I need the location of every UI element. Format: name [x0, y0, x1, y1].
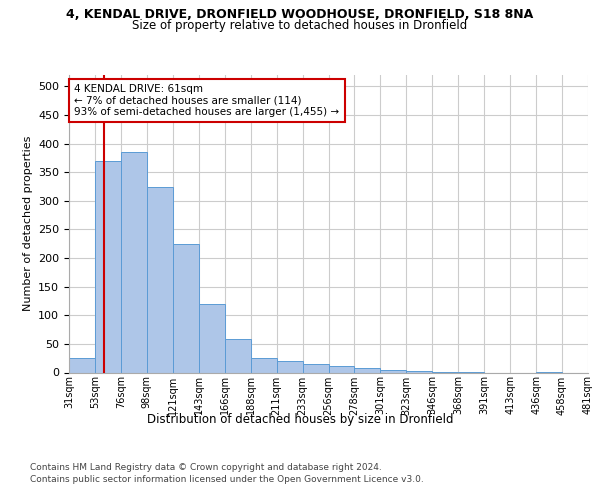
Text: 4, KENDAL DRIVE, DRONFIELD WOODHOUSE, DRONFIELD, S18 8NA: 4, KENDAL DRIVE, DRONFIELD WOODHOUSE, DR… [67, 8, 533, 20]
Bar [380, 370, 406, 372]
Bar [121, 152, 147, 372]
Bar [69, 358, 95, 372]
Bar [225, 340, 251, 372]
Text: Distribution of detached houses by size in Dronfield: Distribution of detached houses by size … [147, 412, 453, 426]
Bar [95, 161, 121, 372]
Bar [329, 366, 355, 372]
Bar [302, 364, 329, 372]
Text: Contains public sector information licensed under the Open Government Licence v3: Contains public sector information licen… [30, 475, 424, 484]
Text: Size of property relative to detached houses in Dronfield: Size of property relative to detached ho… [133, 18, 467, 32]
Bar [277, 361, 302, 372]
Bar [173, 244, 199, 372]
Bar [199, 304, 224, 372]
Y-axis label: Number of detached properties: Number of detached properties [23, 136, 32, 312]
Text: Contains HM Land Registry data © Crown copyright and database right 2024.: Contains HM Land Registry data © Crown c… [30, 462, 382, 471]
Bar [355, 368, 380, 372]
Bar [147, 186, 173, 372]
Text: 4 KENDAL DRIVE: 61sqm
← 7% of detached houses are smaller (114)
93% of semi-deta: 4 KENDAL DRIVE: 61sqm ← 7% of detached h… [74, 84, 340, 117]
Bar [251, 358, 277, 372]
